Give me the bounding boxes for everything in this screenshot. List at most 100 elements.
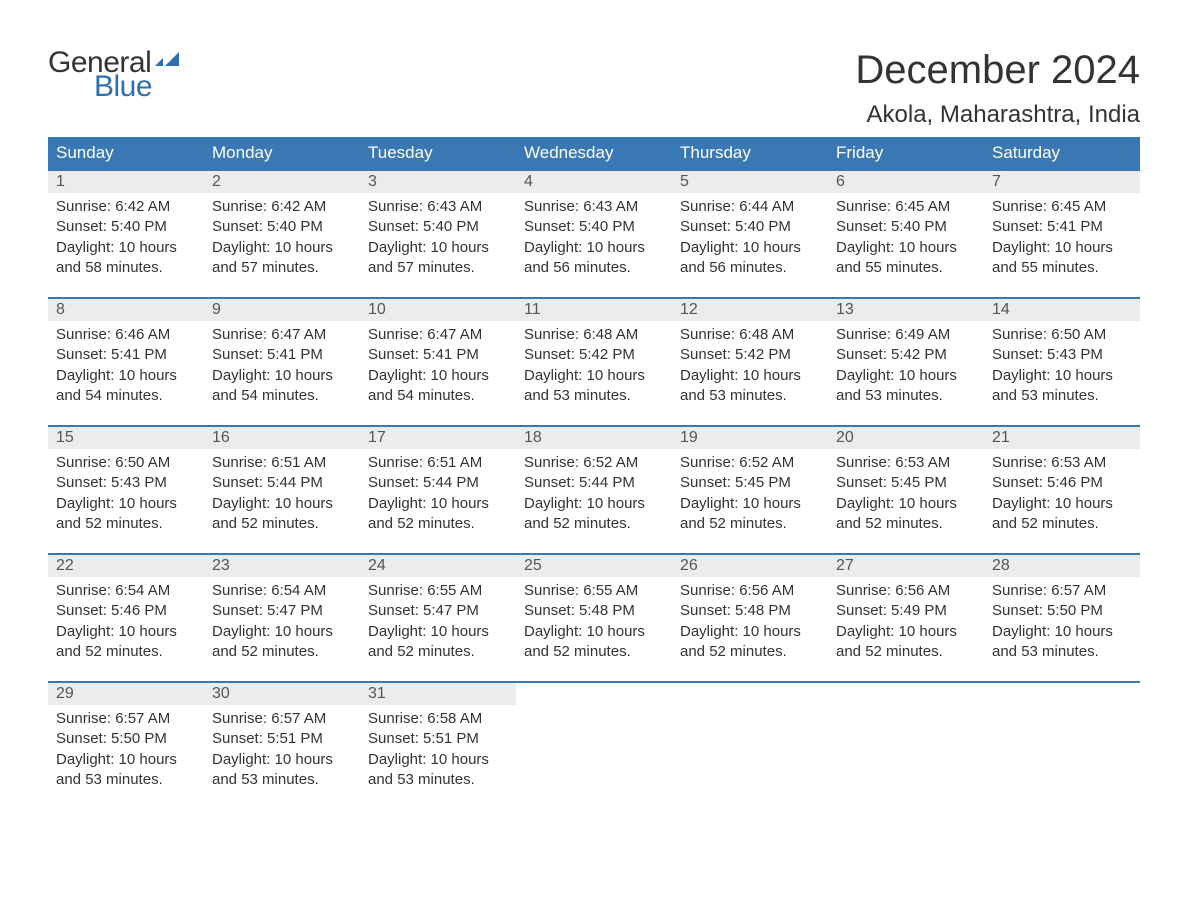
day-sunrise: Sunrise: 6:46 AM	[56, 325, 196, 345]
day-d1: Daylight: 10 hours	[836, 494, 976, 514]
day-sunset: Sunset: 5:40 PM	[836, 217, 976, 237]
day-details: Sunrise: 6:47 AMSunset: 5:41 PMDaylight:…	[204, 321, 360, 406]
day-sunrise: Sunrise: 6:48 AM	[524, 325, 664, 345]
day-sunset: Sunset: 5:41 PM	[368, 345, 508, 365]
dow-saturday: Saturday	[984, 137, 1140, 169]
day-sunset: Sunset: 5:42 PM	[680, 345, 820, 365]
day-d1: Daylight: 10 hours	[368, 366, 508, 386]
day-number: 18	[516, 427, 672, 449]
day-number: 17	[360, 427, 516, 449]
day-number: 6	[828, 171, 984, 193]
day-sunrise: Sunrise: 6:58 AM	[368, 709, 508, 729]
day-sunset: Sunset: 5:41 PM	[992, 217, 1132, 237]
day-number: 8	[48, 299, 204, 321]
day-number: 22	[48, 555, 204, 577]
day-details: Sunrise: 6:53 AMSunset: 5:46 PMDaylight:…	[984, 449, 1140, 534]
day-sunrise: Sunrise: 6:55 AM	[368, 581, 508, 601]
day-d2: and 52 minutes.	[836, 514, 976, 534]
calendar-day: 4Sunrise: 6:43 AMSunset: 5:40 PMDaylight…	[516, 171, 672, 297]
calendar-day	[984, 683, 1140, 809]
day-d2: and 53 minutes.	[836, 386, 976, 406]
day-sunset: Sunset: 5:40 PM	[56, 217, 196, 237]
calendar-day: 6Sunrise: 6:45 AMSunset: 5:40 PMDaylight…	[828, 171, 984, 297]
day-d1: Daylight: 10 hours	[56, 238, 196, 258]
day-sunrise: Sunrise: 6:54 AM	[212, 581, 352, 601]
day-sunrise: Sunrise: 6:51 AM	[212, 453, 352, 473]
day-sunrise: Sunrise: 6:55 AM	[524, 581, 664, 601]
day-details: Sunrise: 6:56 AMSunset: 5:49 PMDaylight:…	[828, 577, 984, 662]
calendar-day: 27Sunrise: 6:56 AMSunset: 5:49 PMDayligh…	[828, 555, 984, 681]
day-sunrise: Sunrise: 6:43 AM	[524, 197, 664, 217]
dow-sunday: Sunday	[48, 137, 204, 169]
day-d2: and 53 minutes.	[212, 770, 352, 790]
dow-thursday: Thursday	[672, 137, 828, 169]
calendar-day: 26Sunrise: 6:56 AMSunset: 5:48 PMDayligh…	[672, 555, 828, 681]
day-number: 9	[204, 299, 360, 321]
day-d1: Daylight: 10 hours	[992, 238, 1132, 258]
calendar-day: 28Sunrise: 6:57 AMSunset: 5:50 PMDayligh…	[984, 555, 1140, 681]
day-d2: and 52 minutes.	[524, 514, 664, 534]
day-number: 10	[360, 299, 516, 321]
day-details: Sunrise: 6:50 AMSunset: 5:43 PMDaylight:…	[48, 449, 204, 534]
day-sunset: Sunset: 5:50 PM	[992, 601, 1132, 621]
calendar-grid: Sunday Monday Tuesday Wednesday Thursday…	[48, 137, 1140, 809]
calendar-day: 20Sunrise: 6:53 AMSunset: 5:45 PMDayligh…	[828, 427, 984, 553]
calendar-day: 8Sunrise: 6:46 AMSunset: 5:41 PMDaylight…	[48, 299, 204, 425]
day-sunrise: Sunrise: 6:56 AM	[680, 581, 820, 601]
calendar-day: 24Sunrise: 6:55 AMSunset: 5:47 PMDayligh…	[360, 555, 516, 681]
day-d1: Daylight: 10 hours	[836, 622, 976, 642]
location-subtitle: Akola, Maharashtra, India	[855, 101, 1140, 129]
day-number: 12	[672, 299, 828, 321]
day-details: Sunrise: 6:57 AMSunset: 5:50 PMDaylight:…	[984, 577, 1140, 662]
day-details: Sunrise: 6:57 AMSunset: 5:51 PMDaylight:…	[204, 705, 360, 790]
day-d2: and 54 minutes.	[212, 386, 352, 406]
day-d2: and 52 minutes.	[368, 642, 508, 662]
day-number: 15	[48, 427, 204, 449]
calendar-day: 3Sunrise: 6:43 AMSunset: 5:40 PMDaylight…	[360, 171, 516, 297]
day-sunset: Sunset: 5:40 PM	[680, 217, 820, 237]
day-d1: Daylight: 10 hours	[56, 750, 196, 770]
day-sunset: Sunset: 5:51 PM	[368, 729, 508, 749]
day-details: Sunrise: 6:47 AMSunset: 5:41 PMDaylight:…	[360, 321, 516, 406]
day-d2: and 53 minutes.	[680, 386, 820, 406]
day-sunset: Sunset: 5:44 PM	[368, 473, 508, 493]
day-sunset: Sunset: 5:43 PM	[56, 473, 196, 493]
day-d2: and 52 minutes.	[836, 642, 976, 662]
day-d2: and 52 minutes.	[368, 514, 508, 534]
day-d1: Daylight: 10 hours	[524, 494, 664, 514]
day-sunrise: Sunrise: 6:42 AM	[56, 197, 196, 217]
day-sunrise: Sunrise: 6:53 AM	[836, 453, 976, 473]
title-block: December 2024 Akola, Maharashtra, India	[855, 48, 1140, 129]
day-d1: Daylight: 10 hours	[212, 494, 352, 514]
day-d1: Daylight: 10 hours	[680, 622, 820, 642]
calendar-day: 15Sunrise: 6:50 AMSunset: 5:43 PMDayligh…	[48, 427, 204, 553]
day-sunset: Sunset: 5:49 PM	[836, 601, 976, 621]
calendar-day: 1 Sunrise: 6:42 AMSunset: 5:40 PMDaylight…	[48, 171, 204, 297]
day-d2: and 53 minutes.	[368, 770, 508, 790]
day-d1: Daylight: 10 hours	[368, 750, 508, 770]
day-sunrise: Sunrise: 6:56 AM	[836, 581, 976, 601]
calendar-day: 14Sunrise: 6:50 AMSunset: 5:43 PMDayligh…	[984, 299, 1140, 425]
day-number	[672, 683, 828, 705]
day-sunrise: Sunrise: 6:50 AM	[992, 325, 1132, 345]
day-d1: Daylight: 10 hours	[992, 622, 1132, 642]
day-details: Sunrise: 6:53 AMSunset: 5:45 PMDaylight:…	[828, 449, 984, 534]
calendar-day: 9Sunrise: 6:47 AMSunset: 5:41 PMDaylight…	[204, 299, 360, 425]
calendar-day: 5Sunrise: 6:44 AMSunset: 5:40 PMDaylight…	[672, 171, 828, 297]
day-sunrise: Sunrise: 6:47 AM	[212, 325, 352, 345]
day-number: 31	[360, 683, 516, 705]
day-sunset: Sunset: 5:46 PM	[56, 601, 196, 621]
day-number: 13	[828, 299, 984, 321]
day-number: 26	[672, 555, 828, 577]
day-sunrise: Sunrise: 6:43 AM	[368, 197, 508, 217]
day-d1: Daylight: 10 hours	[836, 238, 976, 258]
day-d1: Daylight: 10 hours	[212, 238, 352, 258]
day-details: Sunrise: 6:54 AMSunset: 5:47 PMDaylight:…	[204, 577, 360, 662]
day-d1: Daylight: 10 hours	[368, 238, 508, 258]
day-sunset: Sunset: 5:41 PM	[212, 345, 352, 365]
day-details: Sunrise: 6:54 AMSunset: 5:46 PMDaylight:…	[48, 577, 204, 662]
day-number: 1	[48, 171, 204, 193]
page-title: December 2024	[855, 48, 1140, 93]
day-number: 11	[516, 299, 672, 321]
header: General Blue December 2024 Akola, Mahara…	[48, 48, 1140, 129]
